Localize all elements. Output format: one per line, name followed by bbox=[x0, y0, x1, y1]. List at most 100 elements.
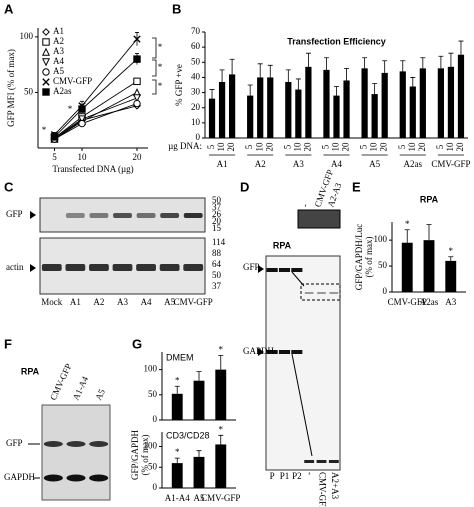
panel-label: G bbox=[132, 336, 142, 351]
x-tick-label: 10 bbox=[216, 142, 226, 152]
group-label: A4 bbox=[331, 159, 342, 169]
band bbox=[291, 268, 303, 272]
error-bar bbox=[323, 57, 329, 70]
lane-label: A2+A3 bbox=[330, 472, 340, 500]
lane-label: CMV-GFP bbox=[48, 362, 74, 402]
marker bbox=[78, 105, 86, 113]
band bbox=[89, 264, 109, 271]
bar bbox=[218, 81, 226, 138]
mw-marker: 26 bbox=[212, 209, 222, 219]
y-axis-label: (% of max) bbox=[364, 237, 374, 278]
y-tick-label: 60 bbox=[191, 41, 201, 51]
band bbox=[41, 264, 62, 271]
band-label: GAPDH bbox=[4, 472, 36, 482]
band bbox=[113, 213, 132, 218]
annotation: * bbox=[158, 81, 163, 91]
x-tick-label: 20 bbox=[379, 142, 389, 152]
lane-label: A2 bbox=[93, 297, 104, 307]
band bbox=[89, 441, 109, 447]
bar bbox=[423, 240, 435, 292]
x-tick-label: 5 bbox=[206, 144, 216, 149]
lane-label: A1 bbox=[70, 297, 81, 307]
band bbox=[112, 264, 133, 271]
bar bbox=[445, 260, 457, 292]
lane-label: A4 bbox=[141, 297, 152, 307]
y-tick-label: 50 bbox=[148, 389, 158, 399]
y-tick-label: 10 bbox=[191, 117, 201, 127]
mw-marker: 88 bbox=[212, 248, 222, 258]
blot bbox=[41, 404, 111, 501]
band bbox=[278, 268, 291, 272]
inset-blot bbox=[297, 209, 341, 229]
significance: * bbox=[219, 424, 224, 434]
arrowhead bbox=[30, 211, 36, 219]
bar bbox=[361, 68, 368, 138]
chart-title: DMEM bbox=[166, 352, 194, 362]
y-tick-label: 0 bbox=[153, 414, 158, 424]
bar bbox=[371, 94, 378, 138]
lane-label: A1-A4 bbox=[71, 374, 91, 401]
legend-label: A5 bbox=[53, 66, 64, 76]
bar bbox=[247, 95, 254, 138]
x-tick-label: 5 bbox=[52, 152, 57, 162]
lane-label: P1 bbox=[280, 471, 290, 481]
error-bar bbox=[218, 355, 224, 370]
bar bbox=[437, 68, 445, 138]
x-tick-label: A1-A4 bbox=[165, 493, 190, 503]
lane-label: CMV-GFP bbox=[174, 297, 213, 307]
mw-marker: 50 bbox=[212, 270, 222, 280]
marker bbox=[133, 99, 141, 108]
band bbox=[266, 268, 278, 272]
error-bar bbox=[334, 86, 339, 96]
chart-title: RPA bbox=[420, 194, 439, 204]
lane-label: CMV-GFP bbox=[317, 472, 327, 507]
y-tick-label: 40 bbox=[191, 71, 201, 81]
arrowhead bbox=[258, 265, 264, 273]
legend-marker bbox=[42, 28, 50, 36]
x-tick-label: 10 bbox=[445, 142, 455, 152]
y-axis-label: GFP MFI (% of max) bbox=[6, 49, 16, 127]
y-tick-label: 50 bbox=[191, 56, 201, 66]
significance: * bbox=[175, 375, 180, 385]
x-tick-label: 10 bbox=[407, 142, 417, 152]
bar bbox=[171, 393, 183, 420]
mw-marker: 114 bbox=[212, 237, 226, 247]
bar bbox=[343, 80, 350, 138]
error-bar bbox=[448, 52, 454, 67]
error-bar bbox=[400, 60, 406, 72]
band bbox=[316, 460, 327, 463]
lane-label: A3 bbox=[117, 297, 128, 307]
bar bbox=[401, 242, 413, 292]
error-bar bbox=[448, 256, 454, 261]
bar bbox=[399, 71, 406, 138]
marker bbox=[132, 94, 142, 103]
marker bbox=[133, 35, 141, 43]
band bbox=[65, 213, 85, 218]
y-axis-label: % GFP +ve bbox=[174, 64, 184, 106]
arrow bbox=[291, 353, 313, 457]
y-tick-label: 100 bbox=[144, 364, 158, 374]
bar bbox=[419, 68, 426, 138]
mw-marker: 50 bbox=[212, 195, 222, 205]
x-tick-label: A5 bbox=[194, 493, 205, 503]
x-tick-label: 5 bbox=[359, 144, 369, 149]
error-bar bbox=[219, 69, 225, 82]
band bbox=[183, 213, 203, 218]
chart-title: Transfection Efficiency bbox=[287, 36, 386, 46]
significance: * bbox=[449, 246, 454, 256]
group-label: A2 bbox=[255, 159, 266, 169]
band-label: GFP bbox=[6, 438, 23, 448]
panel-label: E bbox=[352, 179, 361, 194]
bar bbox=[193, 456, 205, 488]
marker bbox=[50, 133, 59, 141]
x-tick-label: 5 bbox=[282, 144, 292, 149]
y-tick-label: 20 bbox=[191, 102, 201, 112]
x-tick-label: 10 bbox=[292, 142, 302, 152]
x-tick-label: 20 bbox=[455, 142, 465, 152]
error-bar bbox=[438, 55, 444, 69]
group-label: A2as bbox=[404, 159, 423, 169]
x-tick-label: 20 bbox=[264, 142, 274, 152]
legend-marker bbox=[42, 88, 50, 96]
marker bbox=[77, 115, 87, 124]
x-axis-label: Transfected DNA (µg) bbox=[52, 164, 133, 174]
